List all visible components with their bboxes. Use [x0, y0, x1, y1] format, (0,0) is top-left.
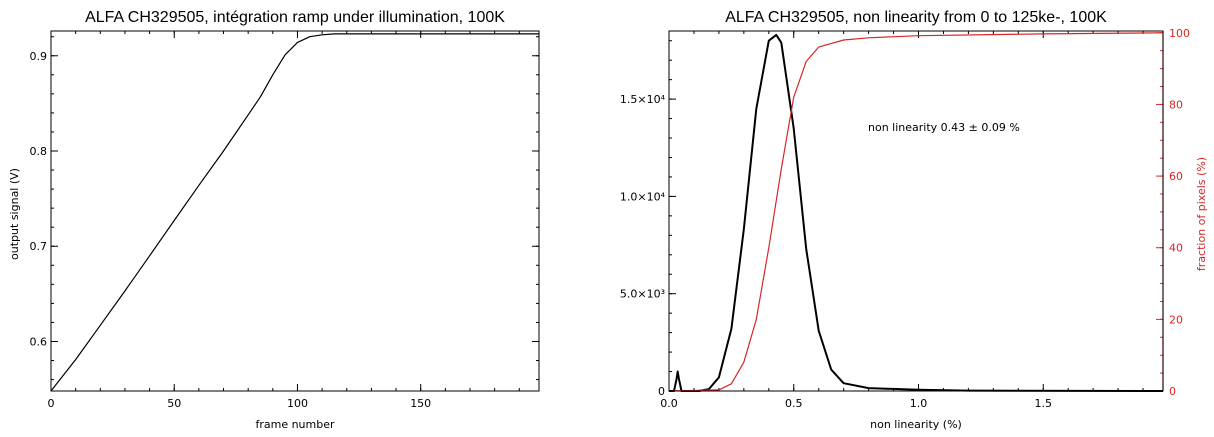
right-y-tick-label: 100 [1169, 27, 1190, 40]
x-tick-label: 0.0 [660, 397, 678, 410]
x-tick-label: 100 [287, 397, 308, 410]
x-tick-label: 1.0 [910, 397, 928, 410]
y-tick-label: 0.6 [30, 335, 48, 348]
plot-frame [668, 30, 1164, 392]
y-tick-label: 1.5×10⁴ [620, 93, 666, 106]
y-tick-label: 0.7 [30, 240, 48, 253]
chart-title: ALFA CH329505, non linearity from 0 to 1… [725, 9, 1107, 26]
series-line-0 [669, 33, 1164, 392]
series-line-0 [50, 33, 539, 392]
y-tick-label: 5.0×10³ [620, 288, 665, 301]
y-tick-label: 0.8 [30, 145, 48, 158]
plot-lines [668, 32, 1164, 392]
axis-ticks: 0 50 100 150 0.6 0.7 0.8 0.9 [30, 31, 539, 410]
x-tick-label: 150 [410, 397, 431, 410]
non-linearity-chart: ALFA CH329505, non linearity from 0 to 1… [620, 9, 1208, 431]
x-axis-label: non linearity (%) [870, 418, 962, 431]
x-axis-label: frame number [255, 418, 335, 431]
y-tick-label: 0 [658, 385, 665, 398]
plot-lines [50, 33, 539, 392]
x-tick-label: 50 [167, 397, 181, 410]
x-tick-label: 0 [48, 397, 55, 410]
right-y-tick-label: 20 [1169, 313, 1183, 326]
right-y-axis-label: fraction of pixels (%) [1195, 157, 1208, 271]
right-y-tick-label: 60 [1169, 170, 1183, 183]
series-line-1 [668, 32, 1164, 392]
plot-frame [50, 30, 540, 392]
x-tick-label: 0.5 [785, 397, 803, 410]
chart-title: ALFA CH329505, intégration ramp under il… [85, 9, 505, 26]
right-y-tick-label: 40 [1169, 242, 1183, 255]
x-tick-label: 1.5 [1034, 397, 1052, 410]
non-linearity-annotation: non linearity 0.43 ± 0.09 % [868, 121, 1020, 134]
right-y-tick-label: 0 [1169, 385, 1176, 398]
y-tick-label: 1.0×10⁴ [620, 190, 666, 203]
y-axis-label: output signal (V) [8, 168, 21, 260]
integration-ramp-chart: ALFA CH329505, intégration ramp under il… [8, 9, 540, 431]
right-y-tick-label: 80 [1169, 98, 1183, 111]
axis-ticks: 0.0 0.5 1.0 1.5 0 5.0×10³ 1.0×10⁴ 1.5×10⁴ 0 20 40 6… [620, 27, 1190, 410]
y-tick-label: 0.9 [30, 50, 48, 63]
